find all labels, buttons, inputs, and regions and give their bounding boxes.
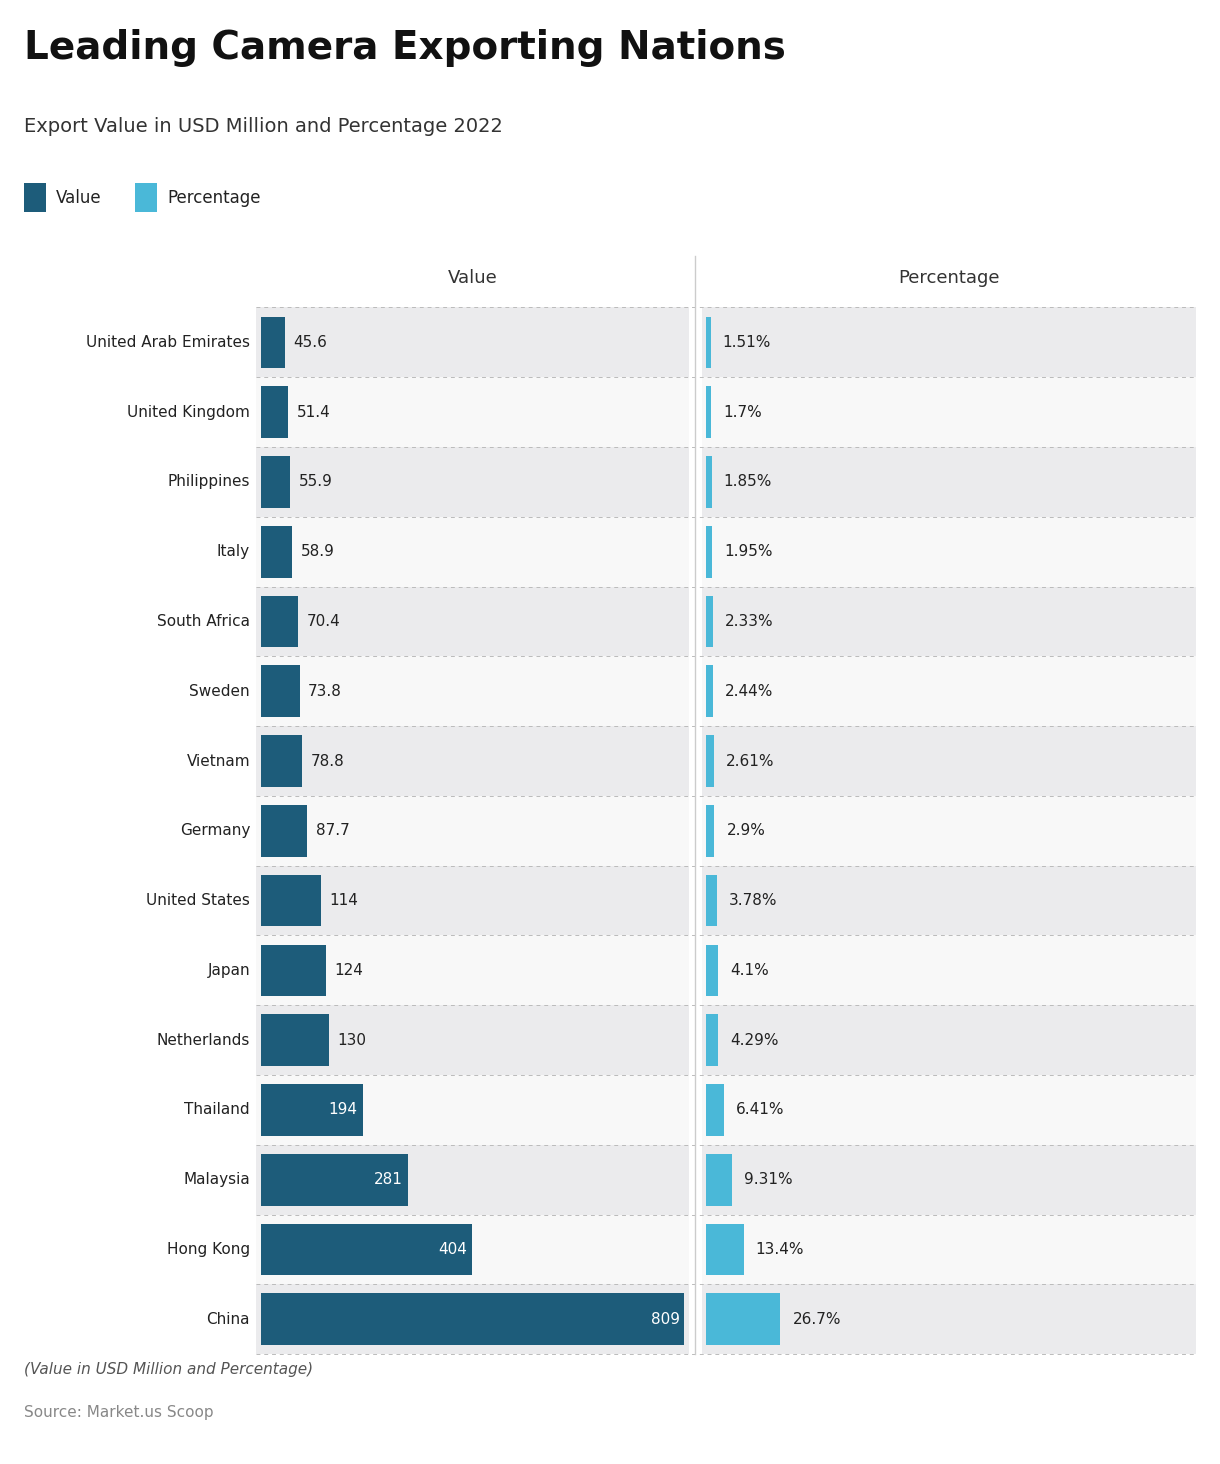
Text: Percentage: Percentage <box>167 189 261 206</box>
Text: China: China <box>206 1312 250 1326</box>
Text: Thailand: Thailand <box>184 1102 250 1117</box>
Text: 2.61%: 2.61% <box>726 754 775 769</box>
Text: Percentage: Percentage <box>898 269 999 287</box>
Text: 6.41%: 6.41% <box>737 1102 784 1117</box>
Text: 13.4%: 13.4% <box>755 1241 804 1258</box>
Text: (Value in USD Million and Percentage): (Value in USD Million and Percentage) <box>24 1362 314 1376</box>
Text: 404: 404 <box>439 1241 467 1258</box>
Text: Italy: Italy <box>217 545 250 559</box>
Text: United States: United States <box>146 893 250 908</box>
Text: Vietnam: Vietnam <box>187 754 250 769</box>
Text: 3.78%: 3.78% <box>730 893 777 908</box>
Text: 1.7%: 1.7% <box>723 404 762 420</box>
Text: Hong Kong: Hong Kong <box>167 1241 250 1258</box>
Text: Value: Value <box>56 189 101 206</box>
Text: 55.9: 55.9 <box>299 474 333 489</box>
Text: 194: 194 <box>328 1102 357 1117</box>
Text: 70.4: 70.4 <box>306 613 340 630</box>
Text: Malaysia: Malaysia <box>183 1173 250 1187</box>
Text: Netherlands: Netherlands <box>156 1032 250 1048</box>
Text: 4.29%: 4.29% <box>731 1032 780 1048</box>
Text: United Kingdom: United Kingdom <box>127 404 250 420</box>
Text: 73.8: 73.8 <box>309 684 342 698</box>
Text: 58.9: 58.9 <box>300 545 334 559</box>
Text: Sweden: Sweden <box>189 684 250 698</box>
Text: 4.1%: 4.1% <box>730 963 769 978</box>
Text: Japan: Japan <box>207 963 250 978</box>
Text: Leading Camera Exporting Nations: Leading Camera Exporting Nations <box>24 29 786 67</box>
Text: 45.6: 45.6 <box>294 335 327 350</box>
Text: 2.33%: 2.33% <box>725 613 773 630</box>
Text: 2.44%: 2.44% <box>726 684 773 698</box>
Text: 114: 114 <box>329 893 359 908</box>
Text: 281: 281 <box>375 1173 404 1187</box>
Text: 78.8: 78.8 <box>311 754 344 769</box>
Text: Value: Value <box>448 269 498 287</box>
Text: Philippines: Philippines <box>167 474 250 489</box>
Text: 87.7: 87.7 <box>316 823 349 839</box>
Text: 124: 124 <box>334 963 364 978</box>
Text: Export Value in USD Million and Percentage 2022: Export Value in USD Million and Percenta… <box>24 117 504 136</box>
Text: 1.85%: 1.85% <box>723 474 772 489</box>
Text: 809: 809 <box>650 1312 680 1326</box>
Text: United Arab Emirates: United Arab Emirates <box>87 335 250 350</box>
Text: 2.9%: 2.9% <box>727 823 765 839</box>
Text: 51.4: 51.4 <box>296 404 331 420</box>
Text: 26.7%: 26.7% <box>793 1312 842 1326</box>
Text: South Africa: South Africa <box>157 613 250 630</box>
Text: 9.31%: 9.31% <box>744 1173 793 1187</box>
Text: Germany: Germany <box>179 823 250 839</box>
Text: 130: 130 <box>338 1032 367 1048</box>
Text: 1.95%: 1.95% <box>723 545 772 559</box>
Text: Source: Market.us Scoop: Source: Market.us Scoop <box>24 1405 214 1420</box>
Text: 1.51%: 1.51% <box>722 335 771 350</box>
